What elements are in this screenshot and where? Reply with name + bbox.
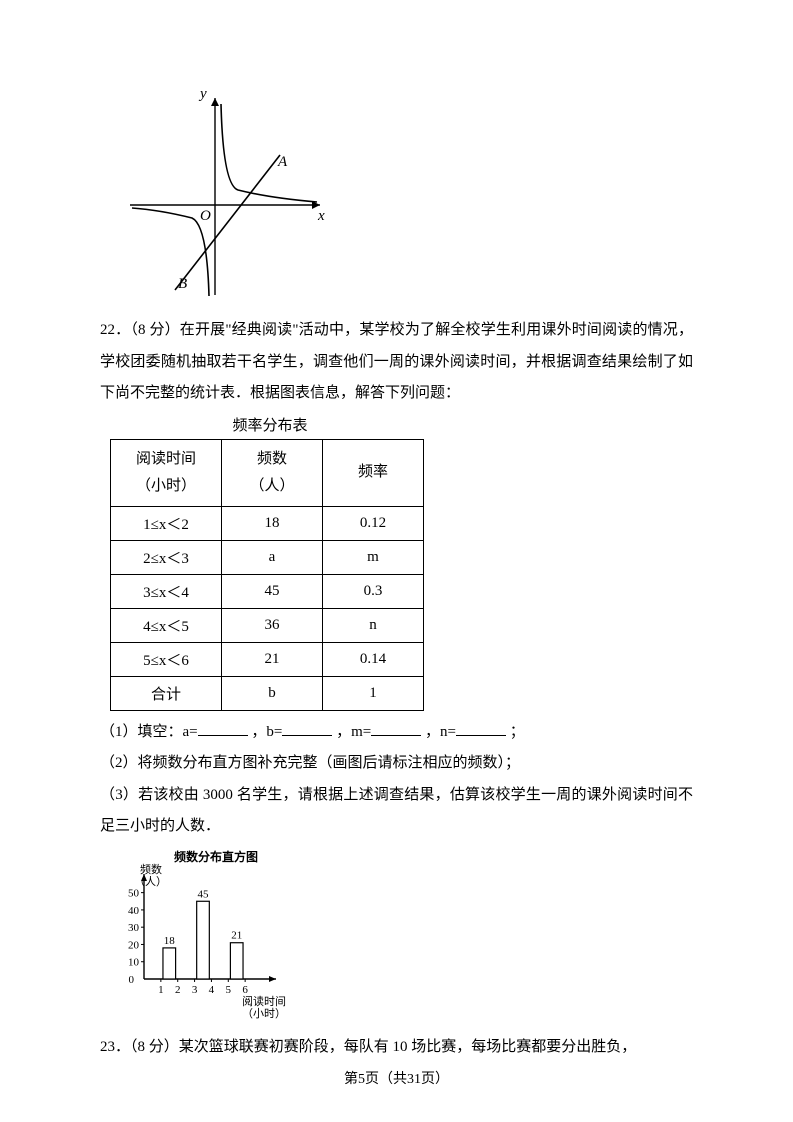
footer-mid: 页（共 — [365, 1072, 407, 1087]
table-cell: 3≤x＜4 — [111, 574, 222, 608]
hyperbola-branch-1 — [221, 104, 317, 202]
sub1-text-b: ，b= — [251, 724, 282, 740]
hist-title: 频数分布直方图 — [174, 849, 258, 864]
blank-b — [282, 720, 332, 736]
table-cell: 45 — [222, 574, 323, 608]
secant-line — [175, 155, 280, 290]
hist-xlabel-2: （小时） — [242, 1007, 286, 1019]
hist-bar — [230, 942, 243, 978]
table-body: 1≤x＜2180.122≤x＜3am3≤x＜4450.34≤x＜536n5≤x＜… — [111, 506, 424, 710]
hist-ytick: 30 — [128, 922, 140, 934]
table-header-row: 阅读时间 （小时） 频数 （人） 频率 — [111, 439, 424, 506]
hyperbola-line-graph: y x O A B — [120, 90, 693, 305]
page: y x O A B 22．（8 分）在开展"经典阅读"活动中，某学校为了解全校学… — [0, 0, 793, 1122]
table-cell: 1 — [323, 676, 424, 710]
hist-ylabel-2: （人） — [134, 875, 167, 888]
x-axis-label: x — [317, 208, 325, 224]
frequency-table: 阅读时间 （小时） 频数 （人） 频率 1≤x＜2180.122≤x＜3am3≤… — [110, 439, 424, 711]
sub1-text-m: ，m= — [336, 724, 371, 740]
hist-bar — [197, 901, 210, 979]
table-row: 合计b1 — [111, 676, 424, 710]
th-freq-text: 频率 — [358, 464, 388, 480]
table-row: 3≤x＜4450.3 — [111, 574, 424, 608]
table-row: 5≤x＜6210.14 — [111, 642, 424, 676]
hist-xtick: 6 — [242, 984, 248, 996]
hist-xtick: 3 — [192, 984, 198, 996]
table-cell: 2≤x＜3 — [111, 540, 222, 574]
point-b-label: B — [178, 276, 187, 292]
table-cell: a — [222, 540, 323, 574]
th-time: 阅读时间 （小时） — [111, 439, 222, 506]
footer-pre: 第 — [344, 1072, 358, 1087]
hist-ytick: 40 — [128, 904, 140, 916]
sub1-text-n: ，n= — [425, 724, 456, 740]
table-row: 2≤x＜3am — [111, 540, 424, 574]
hist-xtick: 2 — [175, 984, 181, 996]
y-axis-label: y — [198, 90, 207, 102]
hist-bar-label: 21 — [231, 929, 242, 941]
sub1-end: ； — [510, 724, 525, 740]
origin-label: O — [200, 208, 211, 224]
q22-sub1: （1）填空：a= ，b= ，m= ，n= ； — [100, 717, 693, 749]
hist-bar — [163, 947, 176, 978]
table-row: 4≤x＜536n — [111, 608, 424, 642]
hist-xtick: 4 — [209, 984, 215, 996]
hist-bar-label: 45 — [198, 888, 210, 900]
th-count: 频数 （人） — [222, 439, 323, 506]
table-cell: 21 — [222, 642, 323, 676]
table-cell: 18 — [222, 506, 323, 540]
graph-svg: y x O A B — [120, 90, 330, 300]
table-cell: 1≤x＜2 — [111, 506, 222, 540]
table-cell: 0.12 — [323, 506, 424, 540]
table-cell: 5≤x＜6 — [111, 642, 222, 676]
footer-total: 31 — [407, 1072, 421, 1087]
table-cell: 36 — [222, 608, 323, 642]
th-freq: 频率 — [323, 439, 424, 506]
table-cell: b — [222, 676, 323, 710]
hist-ytick: 20 — [128, 939, 140, 951]
table-cell: 合计 — [111, 676, 222, 710]
hist-xtick: 1 — [158, 984, 164, 996]
hist-bar-label: 18 — [164, 934, 176, 946]
y-axis-arrow — [211, 98, 219, 106]
hist-ylabel-1: 频数 — [140, 862, 162, 876]
histogram: 频数分布直方图频数（人）01020304050123456184521阅读时间（… — [110, 849, 693, 1024]
hist-x-arrow — [269, 976, 276, 982]
th-time-text: 阅读时间 （小时） — [136, 451, 196, 494]
histogram-svg: 频数分布直方图频数（人）01020304050123456184521阅读时间（… — [110, 849, 310, 1019]
blank-m — [371, 720, 421, 736]
sub1-text-a: （1）填空：a= — [100, 724, 198, 740]
q22-sub3: （3）若该校由 3000 名学生，请根据上述调查结果，估算该校学生一周的课外阅读… — [100, 780, 693, 843]
hist-ytick: 0 — [129, 974, 135, 986]
table-cell: m — [323, 540, 424, 574]
hist-ytick: 10 — [128, 956, 140, 968]
hist-xtick: 5 — [226, 984, 232, 996]
table-cell: n — [323, 608, 424, 642]
table-cell: 4≤x＜5 — [111, 608, 222, 642]
q22-stem: 22．（8 分）在开展"经典阅读"活动中，某学校为了解全校学生利用课外时间阅读的… — [100, 315, 693, 410]
q22-sub2: （2）将频数分布直方图补充完整（画图后请标注相应的频数）； — [100, 748, 693, 780]
q23-stem: 23．（8 分）某次篮球联赛初赛阶段，每队有 10 场比赛，每场比赛都要分出胜负… — [100, 1032, 693, 1064]
table-row: 1≤x＜2180.12 — [111, 506, 424, 540]
th-count-text: 频数 （人） — [249, 451, 294, 494]
blank-n — [456, 720, 506, 736]
table-cell: 0.14 — [323, 642, 424, 676]
page-footer: 第5页（共31页） — [0, 1068, 793, 1088]
hist-ytick: 50 — [128, 887, 140, 899]
footer-page: 5 — [358, 1072, 365, 1087]
freq-table-title: 频率分布表 — [220, 414, 320, 435]
footer-post: 页） — [421, 1072, 449, 1087]
blank-a — [198, 720, 248, 736]
table-cell: 0.3 — [323, 574, 424, 608]
hist-xlabel-1: 阅读时间 — [242, 994, 286, 1008]
hyperbola-branch-2 — [132, 208, 209, 296]
point-a-label: A — [277, 154, 288, 170]
